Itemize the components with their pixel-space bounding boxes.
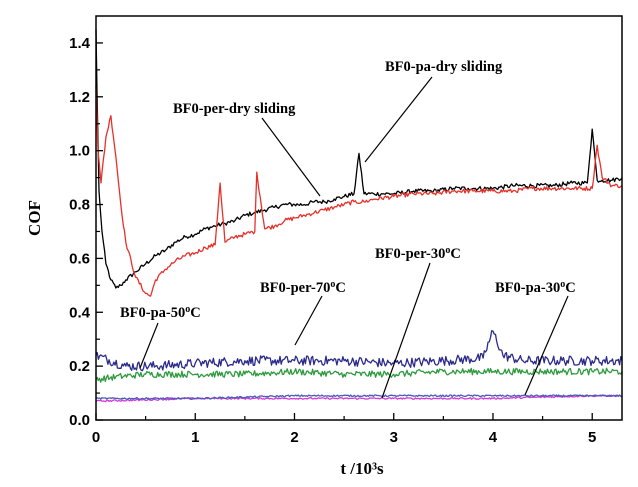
y-axis-title: COF <box>25 200 44 236</box>
x-tick-label-4: 4 <box>489 429 498 446</box>
series-line-5 <box>95 394 623 400</box>
x-tick-label-2: 2 <box>290 429 298 446</box>
series-line-1 <box>95 85 623 297</box>
series-line-2 <box>95 330 623 372</box>
annotation-pa-50-deg: o <box>185 304 190 315</box>
leader-per-70 <box>294 295 323 346</box>
x-tick-label-0: 0 <box>92 429 100 446</box>
y-tick-label-6: 1.2 <box>69 89 90 106</box>
y-tick-label-5: 1.0 <box>69 143 90 160</box>
series-line-3 <box>95 367 623 383</box>
annotation-pa-50-text: BF0-pa-50 <box>120 305 185 321</box>
annotation-pa-30-deg: o <box>560 279 565 290</box>
annotation-pa-dry: BF0-pa-dry sliding <box>385 59 503 75</box>
annotation-pa-30: BF0-pa-30oC <box>495 279 576 297</box>
leader-pa-50 <box>139 322 159 369</box>
ticks-layer: 0 1 2 3 4 5 0.0 0.2 0.4 0.6 0.8 1.0 1.2 1.4 <box>69 35 596 446</box>
annotation-per-dry: BF0-per-dry sliding <box>173 101 296 117</box>
annotation-per-70-text: BF0-per-70 <box>260 280 330 296</box>
x-tick-label-1: 1 <box>191 429 199 446</box>
y-tick-label-4: 0.8 <box>69 197 90 214</box>
series-layer <box>95 29 623 403</box>
y-tick-label-0: 0.0 <box>69 412 90 429</box>
annotation-leaders <box>139 76 569 399</box>
y-tick-label-2: 0.4 <box>69 304 91 321</box>
plot-frame <box>95 15 623 421</box>
series-line-0 <box>95 29 623 289</box>
x-axis-title: t /10³s <box>340 459 384 478</box>
annotation-per-70: BF0-per-70oC <box>260 279 346 297</box>
x-tick-label-3: 3 <box>390 429 398 446</box>
annotation-pa-50: BF0-pa-50oC <box>120 304 201 322</box>
annotation-per-30: BF0-per-30oC <box>375 245 461 263</box>
y-tick-label-3: 0.6 <box>69 250 90 267</box>
leader-per-30 <box>381 262 431 399</box>
leader-pa-dry <box>364 76 433 163</box>
leader-pa-30 <box>524 295 569 396</box>
leader-per-dry <box>261 117 321 197</box>
y-tick-label-7: 1.4 <box>69 35 91 52</box>
annotation-pa-30-text: BF0-pa-30 <box>495 280 560 296</box>
annotation-per-30-text: BF0-per-30 <box>375 246 445 262</box>
annotation-per-30-deg: o <box>445 245 450 256</box>
x-tick-label-5: 5 <box>588 429 596 446</box>
annotation-per-70-deg: o <box>330 279 335 290</box>
y-tick-label-1: 0.2 <box>69 358 90 375</box>
